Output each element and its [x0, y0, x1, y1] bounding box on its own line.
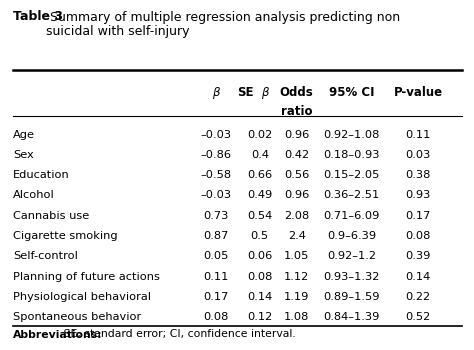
Text: 0.73: 0.73 — [203, 211, 228, 221]
Text: β: β — [261, 86, 268, 99]
Text: 0.08: 0.08 — [405, 231, 431, 241]
Text: 0.92–1.08: 0.92–1.08 — [324, 130, 380, 140]
Text: –0.58: –0.58 — [200, 170, 231, 180]
Text: Spontaneous behavior: Spontaneous behavior — [13, 312, 142, 322]
Text: 0.17: 0.17 — [405, 211, 431, 221]
Text: Education: Education — [13, 170, 70, 180]
Text: 1.12: 1.12 — [284, 272, 310, 282]
Text: 0.06: 0.06 — [247, 251, 273, 261]
Text: 0.56: 0.56 — [284, 170, 310, 180]
Text: 0.05: 0.05 — [203, 251, 228, 261]
Text: 0.66: 0.66 — [247, 170, 273, 180]
Text: 1.05: 1.05 — [284, 251, 310, 261]
Text: 0.87: 0.87 — [203, 231, 228, 241]
Text: –0.03: –0.03 — [200, 130, 231, 140]
Text: 0.02: 0.02 — [247, 130, 273, 140]
Text: 0.5: 0.5 — [251, 231, 269, 241]
Text: 0.17: 0.17 — [203, 292, 228, 302]
Text: 0.11: 0.11 — [203, 272, 228, 282]
Text: ratio: ratio — [281, 105, 312, 118]
Text: 1.08: 1.08 — [284, 312, 310, 322]
Text: 0.89–1.59: 0.89–1.59 — [323, 292, 380, 302]
Text: 0.22: 0.22 — [405, 292, 431, 302]
Text: 0.9–6.39: 0.9–6.39 — [327, 231, 376, 241]
Text: 0.08: 0.08 — [203, 312, 228, 322]
Text: 0.08: 0.08 — [247, 272, 273, 282]
Text: P-value: P-value — [393, 86, 443, 99]
Text: 0.49: 0.49 — [247, 190, 273, 201]
Text: 0.15–2.05: 0.15–2.05 — [324, 170, 380, 180]
Text: 2.08: 2.08 — [284, 211, 310, 221]
Text: 0.84–1.39: 0.84–1.39 — [324, 312, 380, 322]
Text: 0.12: 0.12 — [247, 312, 273, 322]
Text: 0.36–2.51: 0.36–2.51 — [324, 190, 380, 201]
Text: –0.86: –0.86 — [200, 150, 231, 160]
Text: 0.03: 0.03 — [405, 150, 431, 160]
Text: 0.71–6.09: 0.71–6.09 — [324, 211, 380, 221]
Text: 0.14: 0.14 — [405, 272, 431, 282]
Text: 0.11: 0.11 — [405, 130, 431, 140]
Text: 0.18–0.93: 0.18–0.93 — [323, 150, 380, 160]
Text: –0.03: –0.03 — [200, 190, 231, 201]
Text: Self-control: Self-control — [13, 251, 78, 261]
Text: SE: SE — [237, 86, 254, 99]
Text: 0.52: 0.52 — [405, 312, 431, 322]
Text: 0.54: 0.54 — [247, 211, 273, 221]
Text: Age: Age — [13, 130, 35, 140]
Text: 0.4: 0.4 — [251, 150, 269, 160]
Text: Summary of multiple regression analysis predicting non
suicidal with self-injury: Summary of multiple regression analysis … — [46, 10, 401, 38]
Text: 0.39: 0.39 — [405, 251, 431, 261]
Text: 0.38: 0.38 — [405, 170, 431, 180]
Text: Cannabis use: Cannabis use — [13, 211, 90, 221]
Text: Table 3: Table 3 — [13, 10, 63, 23]
Text: 0.93: 0.93 — [405, 190, 431, 201]
Text: 0.42: 0.42 — [284, 150, 310, 160]
Text: Sex: Sex — [13, 150, 34, 160]
Text: Odds: Odds — [280, 86, 314, 99]
Text: Planning of future actions: Planning of future actions — [13, 272, 160, 282]
Text: 1.19: 1.19 — [284, 292, 310, 302]
Text: 0.96: 0.96 — [284, 190, 310, 201]
Text: 95% CI: 95% CI — [329, 86, 374, 99]
Text: 0.93–1.32: 0.93–1.32 — [324, 272, 380, 282]
Text: 2.4: 2.4 — [288, 231, 306, 241]
Text: 0.96: 0.96 — [284, 130, 310, 140]
Text: β: β — [212, 86, 219, 99]
Text: Abbreviations:: Abbreviations: — [13, 329, 103, 340]
Text: Cigarette smoking: Cigarette smoking — [13, 231, 118, 241]
Text: Physiological behavioral: Physiological behavioral — [13, 292, 151, 302]
Text: Alcohol: Alcohol — [13, 190, 55, 201]
Text: 0.14: 0.14 — [247, 292, 273, 302]
Text: SE, standard error; CI, confidence interval.: SE, standard error; CI, confidence inter… — [60, 329, 295, 340]
Text: 0.92–1.2: 0.92–1.2 — [327, 251, 376, 261]
